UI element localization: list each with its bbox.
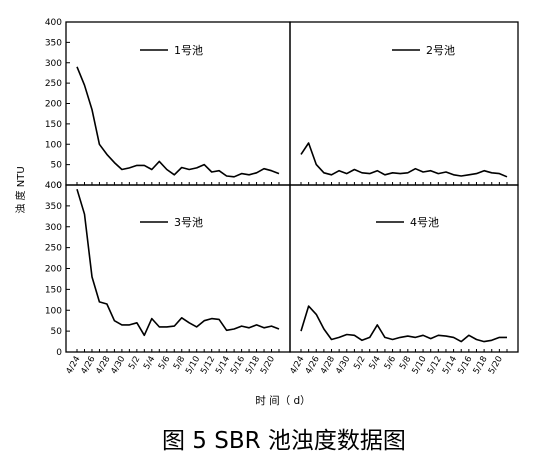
y-tick-label: 50 xyxy=(51,161,63,171)
x-tick-label: 5/18 xyxy=(472,355,490,377)
x-tick-label: 5/14 xyxy=(441,355,459,377)
y-tick-label: 250 xyxy=(45,244,62,254)
x-tick-label: 5/12 xyxy=(426,355,444,377)
y-tick-label: 150 xyxy=(45,120,62,130)
y-tick-label: 200 xyxy=(45,100,62,110)
x-tick-label: 5/18 xyxy=(244,355,262,377)
x-tick-label: 5/2 xyxy=(127,355,143,372)
y-tick-label: 400 xyxy=(45,181,62,191)
panel-3: 0 50 100 150 200 250 300 350 400 4/244/264/284/30… xyxy=(45,181,291,377)
panel-2: 2号池 xyxy=(289,21,519,186)
panel-frame xyxy=(289,184,519,353)
x-tick-label: 5/16 xyxy=(456,355,474,377)
x-tick-label: 5/6 xyxy=(157,355,173,372)
x-tick-label: 4/30 xyxy=(334,355,352,377)
x-tick-label: 5/6 xyxy=(383,355,399,372)
x-tick-label: 4/26 xyxy=(79,355,97,377)
series-line xyxy=(300,305,507,343)
y-tick-label: 300 xyxy=(45,59,62,69)
legend-label: 2号池 xyxy=(426,44,455,57)
y-tick-label: 50 xyxy=(51,327,63,337)
y-tick-label: 350 xyxy=(45,202,62,212)
legend-label: 1号池 xyxy=(174,44,203,57)
x-tick-label: 5/4 xyxy=(142,355,158,372)
y-tick-label: 300 xyxy=(45,223,62,233)
panel-1: 0 50 100 150 200 250 300 350 400 1号池 xyxy=(45,18,291,191)
panel-frame xyxy=(289,21,519,186)
x-tick-label: 5/10 xyxy=(410,355,428,377)
y-tick-label: 150 xyxy=(45,285,62,295)
y-tick-label: 100 xyxy=(45,306,62,316)
x-tick-label: 4/24 xyxy=(64,355,82,377)
x-tick-label: 5/2 xyxy=(352,355,368,372)
x-tick-label: 5/20 xyxy=(259,355,277,377)
panel-4: 4/244/264/284/30 5/2 5/4 5/6 5/85/105/125/14… xyxy=(288,184,519,377)
x-tick-label: 4/28 xyxy=(94,355,112,377)
y-tick-label: 200 xyxy=(45,265,62,275)
y-tick-label: 400 xyxy=(45,18,62,28)
figure-caption: 图 5 SBR 池浊度数据图 xyxy=(162,428,406,454)
x-tick-label: 5/20 xyxy=(487,355,505,377)
y-axis-label: 浊 度 NTU xyxy=(14,166,27,213)
y-tick-label: 100 xyxy=(45,140,62,150)
series-line xyxy=(300,142,508,178)
y-tick-label: 0 xyxy=(56,348,62,358)
panel-frame xyxy=(65,184,291,353)
legend-label: 4号池 xyxy=(410,216,439,229)
series-line xyxy=(76,188,280,337)
y-tick-label: 0 xyxy=(56,181,62,191)
x-tick-label: 4/30 xyxy=(109,355,127,377)
x-tick-label: 4/28 xyxy=(319,355,337,377)
x-tick-label: 5/12 xyxy=(199,355,217,377)
x-tick-label: 4/26 xyxy=(304,355,322,377)
y-tick-label: 250 xyxy=(45,79,62,89)
x-tick-label: 5/16 xyxy=(229,355,247,377)
x-tick-label: 5/4 xyxy=(367,355,383,372)
x-tick-label: 4/24 xyxy=(288,355,306,377)
chart-panels: 0 50 100 150 200 250 300 350 400 1号池 2号池 0 50 100 150 2… xyxy=(45,18,519,377)
y-tick-label: 350 xyxy=(45,38,62,48)
series-line xyxy=(76,66,280,178)
legend-label: 3号池 xyxy=(174,216,203,229)
x-tick-label: 5/10 xyxy=(184,355,202,377)
x-tick-label: 5/14 xyxy=(214,355,232,377)
x-axis-label: 时 间（ d） xyxy=(255,394,310,407)
